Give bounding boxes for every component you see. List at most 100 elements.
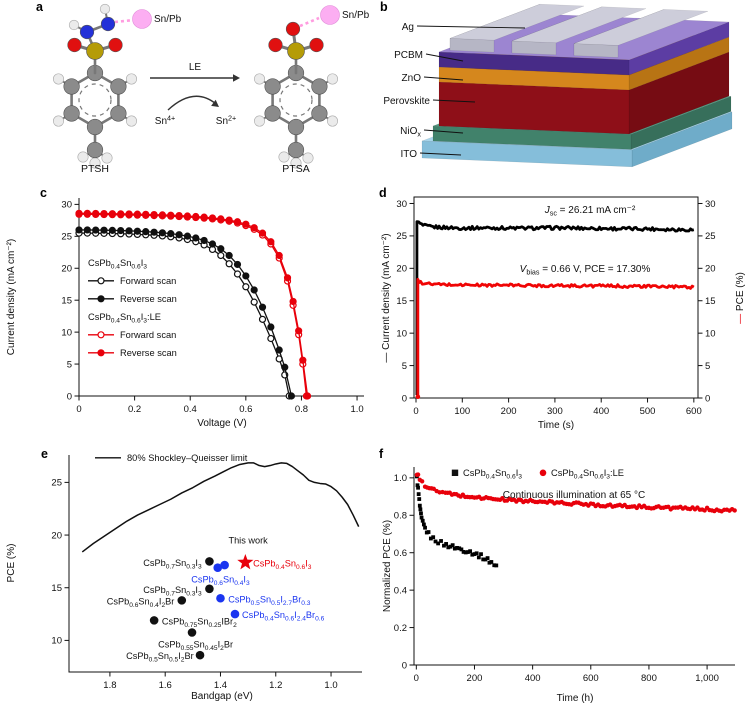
svg-text:Continuous illumination at 65: Continuous illumination at 65 °C [503,490,645,501]
panel-label-f: f [379,447,384,461]
panel-label-a: a [36,0,43,14]
axes: 0 100 200 300 400 500 600051015202530051015202… [381,196,746,431]
svg-text:1.6: 1.6 [159,680,172,691]
svg-text:Vbias = 0.66 V, PCE = 17.30%: Vbias = 0.66 V, PCE = 17.30% [520,264,651,277]
svg-text:CsPb0.5Sn0.5I2.7Br0.3: CsPb0.5Sn0.5I2.7Br0.3 [228,594,311,606]
svg-text:ITO: ITO [401,149,418,160]
svg-text:CsPb0.4Sn0.6I3: CsPb0.4Sn0.6I3 [253,559,312,571]
stabilized-output-chart: 0 100 200 300 400 500 600051015202530051015202… [381,196,746,431]
series-jsc-trace [415,220,695,395]
svg-text:10: 10 [51,636,62,647]
series-le-degradation [414,472,737,514]
svg-text:CsPb0.4Sn0.6I3: CsPb0.4Sn0.6I3 [88,258,147,271]
legend: 80% Shockley–Queisser limit [95,453,248,463]
svg-text:500: 500 [640,406,656,417]
svg-text:15: 15 [61,295,72,306]
svg-text:0: 0 [76,404,81,415]
legend: CsPb0.4Sn0.6I3 Forward scan Reverse scan Cs… [88,258,177,358]
svg-text:Sn2+: Sn2+ [216,114,236,127]
panel-e-pce-vs-bandgap: 1.8 1.6 1.4 1.2 1.0 10 15 20 25 Bandgap (eV) PCE (… [0,440,377,709]
svg-text:0.2: 0.2 [394,623,407,634]
jv-chart: 0 0.2 0.4 0.6 0.8 1.0 0 5 10 15 20 25 30 Voltage (V) C… [6,198,364,429]
panel-label-d: d [379,186,387,200]
svg-text:Normalized PCE (%): Normalized PCE (%) [382,520,393,612]
svg-text:10: 10 [705,328,716,339]
svg-text:20: 20 [61,264,72,275]
stability-chart: 0 200 400 600 800 1,000 0 0.2 0.4 0.6 0.8 1.0 Time (… [382,467,737,704]
panel-d-stabilized-output: 0 100 200 300 400 500 600 0 5 10 15 20 25 30 0 5 10 15 20 2… [377,180,754,440]
panel-b-device-stack: ITO NiOx Perovskite ZnO PCBM Ag [377,0,754,180]
svg-text:800: 800 [641,673,657,684]
svg-text:0.6: 0.6 [239,404,252,415]
svg-text:— Current density (mA cm⁻²): — Current density (mA cm⁻²) [381,233,392,362]
svg-text:0.8: 0.8 [295,404,308,415]
data-point [415,394,421,400]
svg-text:1,000: 1,000 [695,673,719,684]
axes: 0 0.2 0.4 0.6 0.8 1.0 0 5 10 15 20 25 30 Voltage (V) C… [6,198,364,429]
svg-text:25: 25 [705,231,716,242]
panel-c-jv-curves: 0 0.2 0.4 0.6 0.8 1.0 0 5 10 15 20 25 30 Voltage (V) C… [0,180,377,440]
layer-label-PCBM: PCBM [394,50,464,62]
svg-text:80% Shockley–Queisser limit: 80% Shockley–Queisser limit [127,453,248,463]
svg-text:PTSH: PTSH [81,163,109,175]
svg-text:Sn4+: Sn4+ [155,114,175,127]
svg-text:CsPb0.4Sn0.6I2.4Br0.6: CsPb0.4Sn0.6I2.4Br0.6 [242,610,325,622]
layer-label-ZnO: ZnO [402,73,464,84]
scatter-points [149,553,254,660]
svg-text:Voltage (V): Voltage (V) [197,418,246,429]
svg-text:CsPb0.5Sn0.5I2Br: CsPb0.5Sn0.5I2Br [126,651,194,663]
svg-text:15: 15 [51,583,62,594]
svg-text:1.4: 1.4 [214,680,227,691]
svg-text:NiOx: NiOx [400,126,421,139]
series-control-degradation [415,474,499,568]
device-stack-drawing: ITO NiOx Perovskite ZnO PCBM Ag [383,3,733,168]
svg-text:200: 200 [501,406,517,417]
layer-label-Ag: Ag [402,22,526,33]
svg-text:Forward scan: Forward scan [120,276,176,286]
ag-bar-2 [573,9,709,58]
svg-text:— PCE (%): — PCE (%) [735,272,746,324]
svg-text:10: 10 [61,327,72,338]
svg-text:30: 30 [61,200,72,211]
svg-text:300: 300 [547,406,563,417]
layer-label-Perovskite: Perovskite [383,96,476,107]
svg-text:CsPb0.4Sn0.6I3: CsPb0.4Sn0.6I3 [463,468,522,481]
svg-text:ZnO: ZnO [402,73,422,84]
svg-text:Time (h): Time (h) [557,693,594,704]
legend: CsPb0.4Sn0.6I3 CsPb0.4Sn0.6I3:LE [451,468,624,481]
svg-text:Bandgap (eV): Bandgap (eV) [191,691,253,702]
svg-text:Sn/Pb: Sn/Pb [154,14,182,25]
svg-text:PCE (%): PCE (%) [6,544,17,583]
svg-text:0: 0 [402,393,407,404]
series-sq-limit-line [81,462,360,553]
svg-text:1.8: 1.8 [103,680,116,691]
svg-text:Sn/Pb: Sn/Pb [342,10,370,21]
panel-a-molecular-schematic: Sn/Pb PTSH Sn/Pb PTSA LE Sn4+ Sn2+ [0,0,377,180]
svg-text:0: 0 [67,391,72,402]
svg-text:400: 400 [593,406,609,417]
layer-label-NiOx: NiOx [400,126,464,139]
svg-text:0: 0 [413,406,418,417]
svg-text:1.0: 1.0 [324,680,337,691]
svg-text:200: 200 [467,673,483,684]
svg-text:0.8: 0.8 [394,511,407,522]
svg-text:CsPb0.7Sn0.3I3: CsPb0.7Sn0.3I3 [143,585,202,597]
svg-text:0.4: 0.4 [184,404,197,415]
svg-text:LE: LE [189,62,202,73]
svg-text:Ag: Ag [402,22,414,33]
svg-text:400: 400 [525,673,541,684]
svg-text:600: 600 [686,406,702,417]
svg-text:5: 5 [705,361,710,372]
series-control-reverse-scan [75,226,296,400]
pce-bandgap-chart: 1.8 1.6 1.4 1.2 1.0 10 15 20 25 Bandgap (eV) PCE (… [6,453,362,702]
svg-text:25: 25 [51,478,62,489]
svg-text:20: 20 [705,264,716,275]
svg-text:0.2: 0.2 [128,404,141,415]
svg-text:Jsc = 26.21 mA cm⁻²: Jsc = 26.21 mA cm⁻² [544,205,636,218]
svg-text:Time (s): Time (s) [538,420,574,431]
svg-text:PTSA: PTSA [282,163,309,175]
axes: 0 200 400 600 800 1,000 0 0.2 0.4 0.6 0.8 1.0 Time (… [382,467,735,704]
svg-text:30: 30 [396,199,407,210]
svg-text:10: 10 [396,328,407,339]
